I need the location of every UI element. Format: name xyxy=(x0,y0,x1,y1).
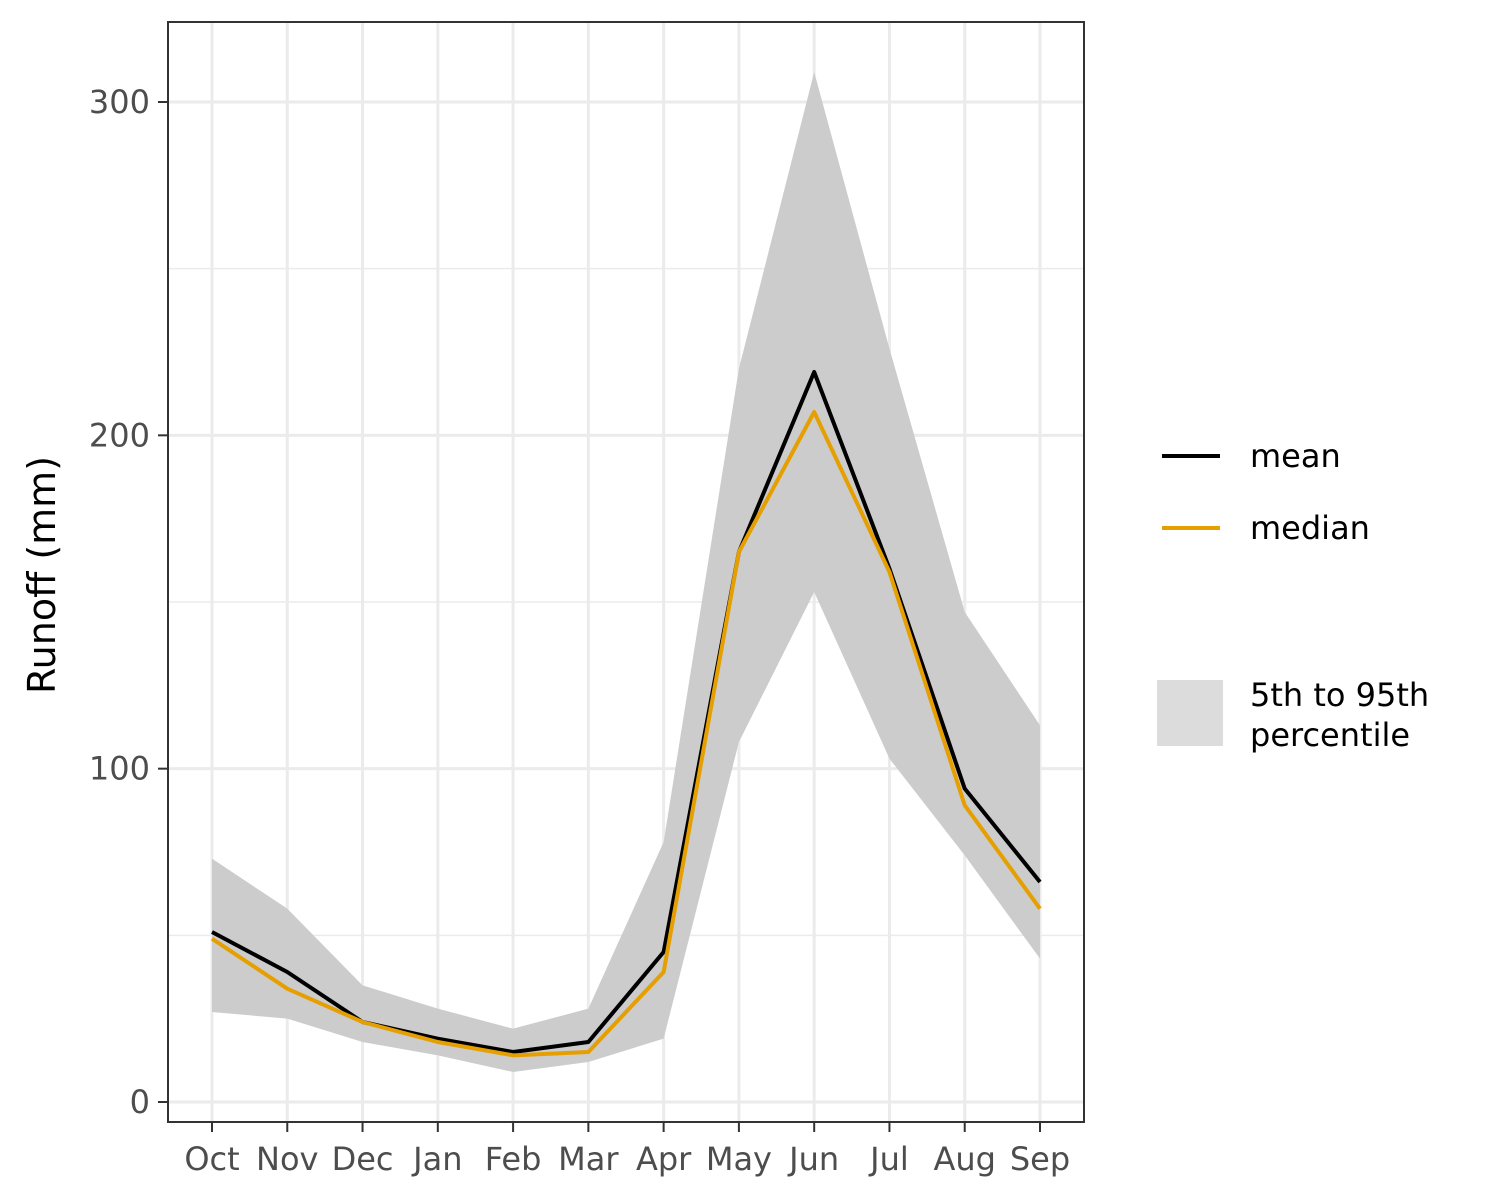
x-tick-label: Nov xyxy=(256,1140,318,1178)
x-tick-label: Dec xyxy=(332,1140,394,1178)
x-tick-label: Feb xyxy=(485,1140,542,1178)
y-axis-title: Runoff (mm) xyxy=(20,456,64,694)
x-tick-label: Jul xyxy=(868,1140,909,1178)
series-line-median xyxy=(210,410,1042,1058)
x-tick-label: May xyxy=(706,1140,772,1178)
x-tick-label: Oct xyxy=(184,1140,239,1178)
percentile-band-layer xyxy=(212,72,1040,1072)
y-tick-label: 200 xyxy=(89,416,150,454)
legend-label-median: median xyxy=(1250,509,1370,547)
series-layer xyxy=(210,370,1042,1058)
x-tick-label: Apr xyxy=(636,1140,692,1178)
legend-label-band-line1: 5th to 95th xyxy=(1250,676,1429,714)
panel-border xyxy=(167,21,1085,1123)
y-tick-label: 100 xyxy=(89,750,150,788)
x-axis: Oct Nov Dec Jan Feb Mar Apr May Jun Jul Aug Sep xyxy=(184,1122,1070,1178)
x-tick-label: Jan xyxy=(411,1140,462,1178)
legend-key-band xyxy=(1157,680,1223,746)
x-tick-label: Mar xyxy=(558,1140,619,1178)
x-tick-label: Jun xyxy=(787,1140,839,1178)
x-tick-label: Aug xyxy=(933,1140,995,1178)
x-tick-label: Sep xyxy=(1010,1140,1070,1178)
percentile-band xyxy=(212,72,1040,1072)
y-axis: 0 100 200 300 xyxy=(89,83,168,1121)
legend-label-mean: mean xyxy=(1250,437,1341,475)
legend-label-band-line2: percentile xyxy=(1250,716,1410,754)
legend: mean median 5th to 95th percentile xyxy=(1157,437,1429,754)
y-tick-label: 300 xyxy=(89,83,150,121)
y-tick-label: 0 xyxy=(130,1083,150,1121)
